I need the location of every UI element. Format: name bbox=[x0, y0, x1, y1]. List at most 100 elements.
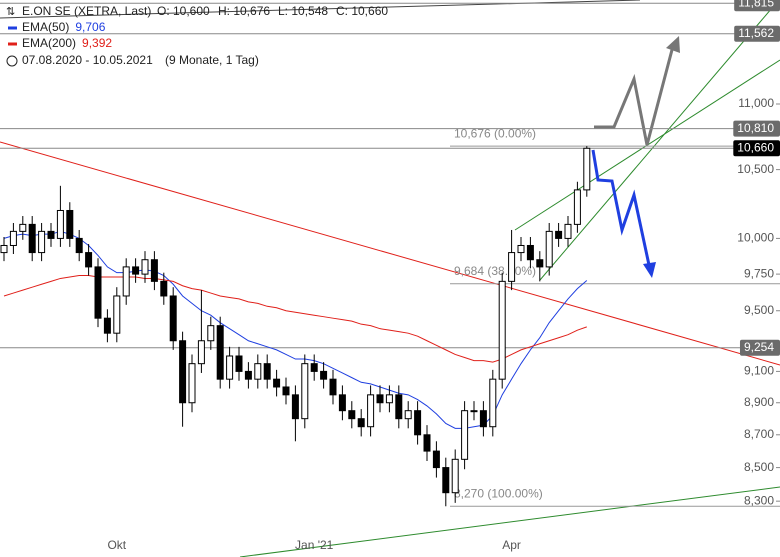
candle-body bbox=[150, 259, 158, 282]
candle-body bbox=[498, 280, 506, 380]
level-label: 10,810 bbox=[737, 121, 774, 135]
trend-line bbox=[539, 7, 773, 281]
candle-body bbox=[207, 325, 215, 342]
level-box bbox=[733, 120, 780, 137]
candle-body bbox=[103, 317, 111, 334]
candle-body bbox=[47, 230, 55, 239]
candle-body bbox=[19, 223, 27, 232]
candle-body bbox=[329, 378, 337, 396]
y-tick-label: 9,750 bbox=[744, 266, 774, 280]
candle-body bbox=[9, 230, 17, 246]
arrow-head bbox=[666, 36, 680, 53]
candle-body bbox=[526, 244, 534, 261]
candle-body bbox=[197, 340, 205, 365]
level-label: 11,815 bbox=[738, 0, 774, 9]
y-tick-label: 9,100 bbox=[744, 364, 774, 378]
candle-body bbox=[310, 363, 318, 372]
period-note: (9 Monate, 1 Tag) bbox=[165, 53, 259, 67]
candle-body bbox=[66, 209, 74, 239]
x-tick-label: Apr bbox=[502, 538, 521, 552]
candle-body bbox=[94, 266, 102, 319]
y-tick-label: 11,000 bbox=[738, 96, 774, 110]
candle-body bbox=[545, 230, 553, 268]
candle-body bbox=[169, 295, 177, 342]
scenario-arrow bbox=[594, 45, 675, 146]
fib-label: 9,684 (38.20%) bbox=[454, 264, 536, 278]
candle-body bbox=[263, 363, 271, 380]
candle-body bbox=[216, 325, 224, 380]
legend-name: EMA(50) bbox=[22, 20, 69, 34]
candle-body bbox=[38, 230, 46, 254]
x-tick-label: Okt bbox=[107, 538, 126, 552]
period: 07.08.2020 - 10.05.2021 bbox=[22, 53, 153, 67]
candle-body bbox=[432, 450, 440, 469]
candle-body bbox=[320, 370, 328, 380]
candle-body bbox=[517, 244, 525, 254]
candle-body bbox=[28, 223, 36, 254]
candle-body bbox=[357, 418, 365, 428]
arrow-head bbox=[643, 262, 656, 278]
level-box bbox=[734, 25, 780, 42]
candle-body bbox=[404, 410, 412, 420]
candle-body bbox=[376, 394, 384, 404]
candle-body bbox=[479, 410, 487, 428]
candle-body bbox=[85, 252, 93, 268]
level-label: 9,254 bbox=[744, 340, 774, 354]
y-tick-label: 9,500 bbox=[744, 303, 774, 317]
fib-label: 8,270 (100.00%) bbox=[454, 486, 543, 500]
candle-body bbox=[56, 209, 64, 239]
legend-value: 9,392 bbox=[82, 36, 112, 50]
level-box bbox=[739, 339, 780, 356]
ohlc: O: 10,600 bbox=[157, 4, 210, 18]
level-label: 11,562 bbox=[738, 26, 774, 40]
candle-body bbox=[395, 394, 403, 420]
title: E.ON SE (XETRA, Last) bbox=[22, 4, 151, 18]
candle-body bbox=[573, 189, 581, 225]
ohlc: L: 10,548 bbox=[278, 4, 328, 18]
legend-value: 9,706 bbox=[75, 20, 105, 34]
candle-body bbox=[254, 363, 262, 380]
candle-body bbox=[235, 355, 243, 372]
level-box bbox=[733, 140, 780, 157]
candle-body bbox=[122, 266, 130, 297]
icon: ⇅ bbox=[6, 6, 15, 18]
candle-body bbox=[423, 434, 431, 452]
candle-body bbox=[508, 252, 516, 282]
clock-icon bbox=[6, 55, 18, 67]
candle-body bbox=[348, 410, 356, 420]
fib-label: 10,676 (0.00%) bbox=[454, 126, 536, 140]
y-tick-label: 8,700 bbox=[744, 427, 774, 441]
candle-body bbox=[160, 280, 168, 297]
candle-body bbox=[414, 410, 422, 436]
candle-body bbox=[461, 410, 469, 460]
scenario-arrow bbox=[591, 149, 651, 266]
x-tick-label: Jan '21 bbox=[295, 538, 334, 552]
y-tick-label: 10,500 bbox=[737, 162, 774, 176]
candle-body bbox=[179, 340, 187, 404]
candle-body bbox=[132, 266, 140, 275]
ohlc: C: 10,660 bbox=[336, 4, 388, 18]
candle-body bbox=[244, 370, 252, 380]
candle-body bbox=[273, 378, 281, 388]
candle-body bbox=[583, 147, 591, 191]
candle-body bbox=[442, 467, 450, 494]
y-tick-label: 8,900 bbox=[744, 395, 774, 409]
level-box bbox=[734, 0, 780, 12]
y-tick-label: 10,000 bbox=[737, 231, 774, 245]
candle-body bbox=[367, 394, 375, 428]
candle-body bbox=[489, 378, 497, 428]
candle-body bbox=[470, 410, 478, 413]
y-tick-label: 8,300 bbox=[744, 493, 774, 507]
candle-body bbox=[113, 295, 121, 334]
legend-name: EMA(200) bbox=[22, 36, 76, 50]
candle-body bbox=[291, 394, 299, 420]
candle-body bbox=[226, 355, 234, 380]
candle-body bbox=[0, 244, 8, 254]
candle-body bbox=[282, 386, 290, 396]
header: ⇅ E.ON SE (XETRA, Last) O: 10,600 H: 10,… bbox=[6, 4, 388, 67]
level-label: 10,660 bbox=[737, 140, 774, 154]
candle-body bbox=[75, 237, 83, 254]
y-tick-label: 8,500 bbox=[744, 460, 774, 474]
candle-body bbox=[188, 363, 196, 404]
